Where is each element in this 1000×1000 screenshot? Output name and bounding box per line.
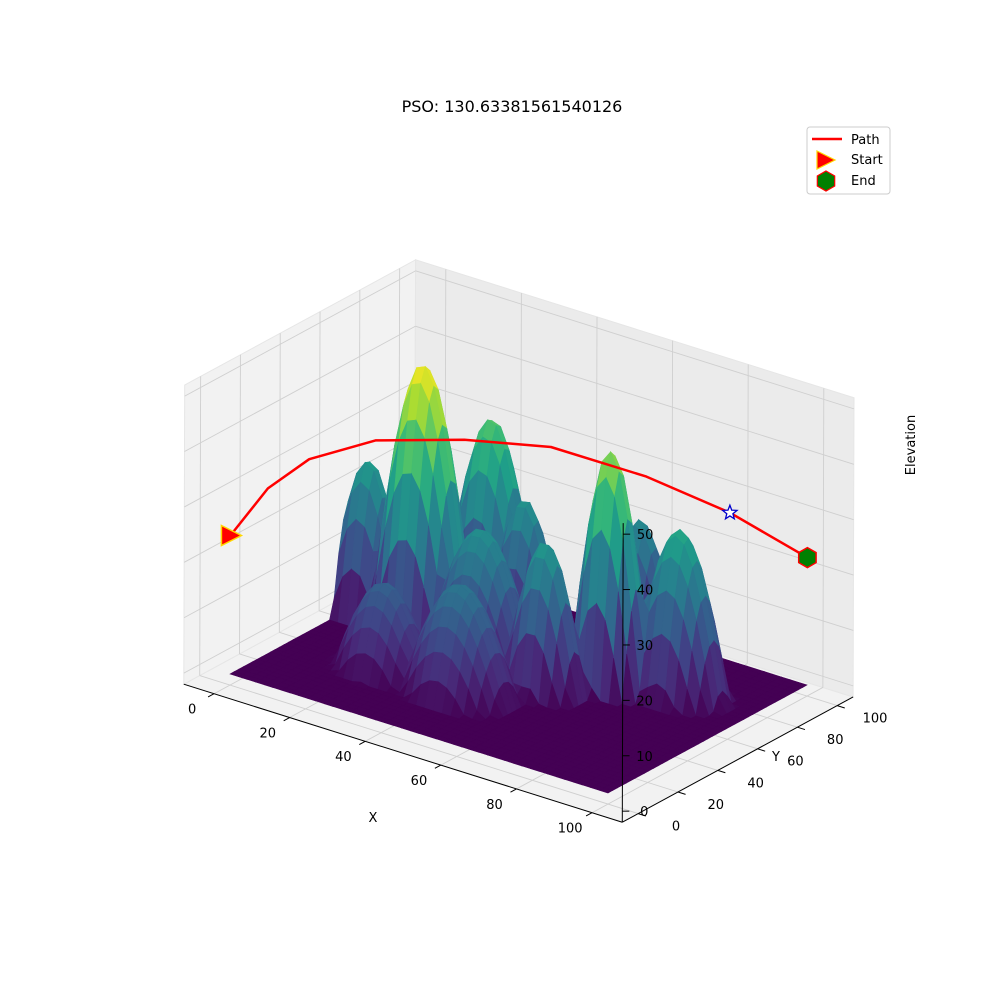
y-tick-label: 60 xyxy=(787,755,804,770)
grid-line xyxy=(746,364,749,664)
y-tick-label: 40 xyxy=(747,776,764,791)
legend[interactable]: Path Start End xyxy=(806,126,891,195)
axes: 0 20 40 60 80 100 0 20 40 60 80 100 0 10 20 30 40 50 xyxy=(183,523,888,837)
y-axis-label: Y xyxy=(771,750,780,765)
x-tick-label: 100 xyxy=(558,822,583,837)
x-tick-label: 40 xyxy=(335,750,352,765)
z-tick-label: 20 xyxy=(636,694,653,709)
x-tick xyxy=(510,788,517,793)
y-tick-label: 20 xyxy=(708,798,725,813)
z-tick-label: 30 xyxy=(637,639,654,654)
y-tick xyxy=(677,791,686,795)
grid-line xyxy=(184,270,416,397)
y-tick-label: 0 xyxy=(672,820,680,835)
terrain-surface xyxy=(229,365,808,794)
path-line xyxy=(229,438,809,559)
y-tick xyxy=(638,813,646,817)
start-marker xyxy=(220,524,244,547)
path-layer xyxy=(220,438,817,569)
legend-end-swatch xyxy=(816,170,836,192)
y-tick xyxy=(757,748,766,752)
z-tick-label: 40 xyxy=(637,584,654,599)
y-tick-label: 80 xyxy=(827,733,844,748)
waypoint-star-marker xyxy=(720,503,739,521)
y-tick xyxy=(797,726,806,731)
z-axis-label: Elevation xyxy=(904,415,919,475)
grid-line xyxy=(415,325,854,465)
grid-line xyxy=(184,325,416,452)
x-tick-label: 60 xyxy=(411,774,428,789)
legend-end-label: End xyxy=(851,174,876,189)
grid-line xyxy=(278,333,281,633)
y-tick-label: 100 xyxy=(863,712,888,727)
grid-line xyxy=(318,311,321,611)
z-tick-label: 50 xyxy=(637,528,654,543)
y-tick xyxy=(837,705,845,709)
y-tick xyxy=(717,769,726,774)
chart-title: PSO: 130.63381561540126 xyxy=(402,97,623,116)
x-axis-line xyxy=(183,683,623,823)
x-axis-label: X xyxy=(369,811,378,826)
grid-line xyxy=(415,381,854,521)
z-tick-label: 10 xyxy=(636,750,653,765)
legend-start-swatch xyxy=(816,150,837,170)
end-marker xyxy=(797,546,817,569)
grid-line xyxy=(184,381,416,508)
grid-line xyxy=(591,687,824,814)
x-tick xyxy=(585,812,593,817)
grid-line xyxy=(415,270,855,410)
x-tick xyxy=(434,764,442,769)
x-tick-label: 20 xyxy=(259,726,276,741)
x-tick xyxy=(283,717,290,722)
x-tick-label: 80 xyxy=(486,798,503,813)
x-tick-label: 0 xyxy=(188,703,196,718)
surface-cell xyxy=(598,787,614,794)
legend-start-label: Start xyxy=(851,153,883,168)
x-tick xyxy=(207,693,215,698)
grid-line xyxy=(199,675,639,815)
y-axis-line xyxy=(622,696,854,823)
grid-line xyxy=(822,388,825,688)
grid-line xyxy=(199,376,202,676)
z-tick-label: 0 xyxy=(640,805,648,820)
x-tick xyxy=(359,740,366,745)
grid-line xyxy=(239,354,241,654)
z-axis-line xyxy=(621,523,624,823)
legend-path-label: Path xyxy=(851,133,880,148)
